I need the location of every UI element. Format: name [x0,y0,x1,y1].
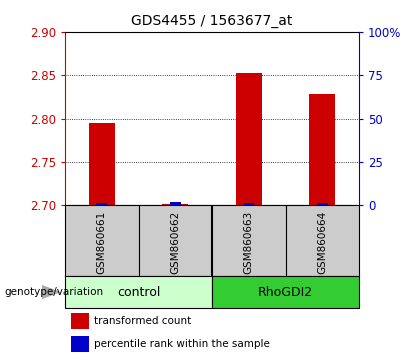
Text: control: control [117,286,160,298]
Text: GSM860662: GSM860662 [171,211,180,274]
Bar [243,203,255,205]
Bar [212,276,359,308]
Bar [71,313,89,329]
Bar [71,336,89,352]
Text: percentile rank within the sample: percentile rank within the sample [94,339,270,349]
Bar [236,73,262,205]
Polygon shape [42,285,61,299]
Text: GSM860663: GSM860663 [244,211,254,274]
Bar [96,203,108,205]
Bar [65,276,212,308]
Bar [163,204,188,205]
Text: GSM860661: GSM860661 [97,211,107,274]
Bar [89,123,115,205]
Text: GSM860664: GSM860664 [318,211,327,274]
Bar [317,203,328,205]
Title: GDS4455 / 1563677_at: GDS4455 / 1563677_at [131,14,293,28]
Bar [170,202,181,205]
Text: transformed count: transformed count [94,316,192,326]
Text: genotype/variation: genotype/variation [4,287,103,297]
Bar [310,94,335,205]
Text: RhoGDI2: RhoGDI2 [258,286,313,298]
